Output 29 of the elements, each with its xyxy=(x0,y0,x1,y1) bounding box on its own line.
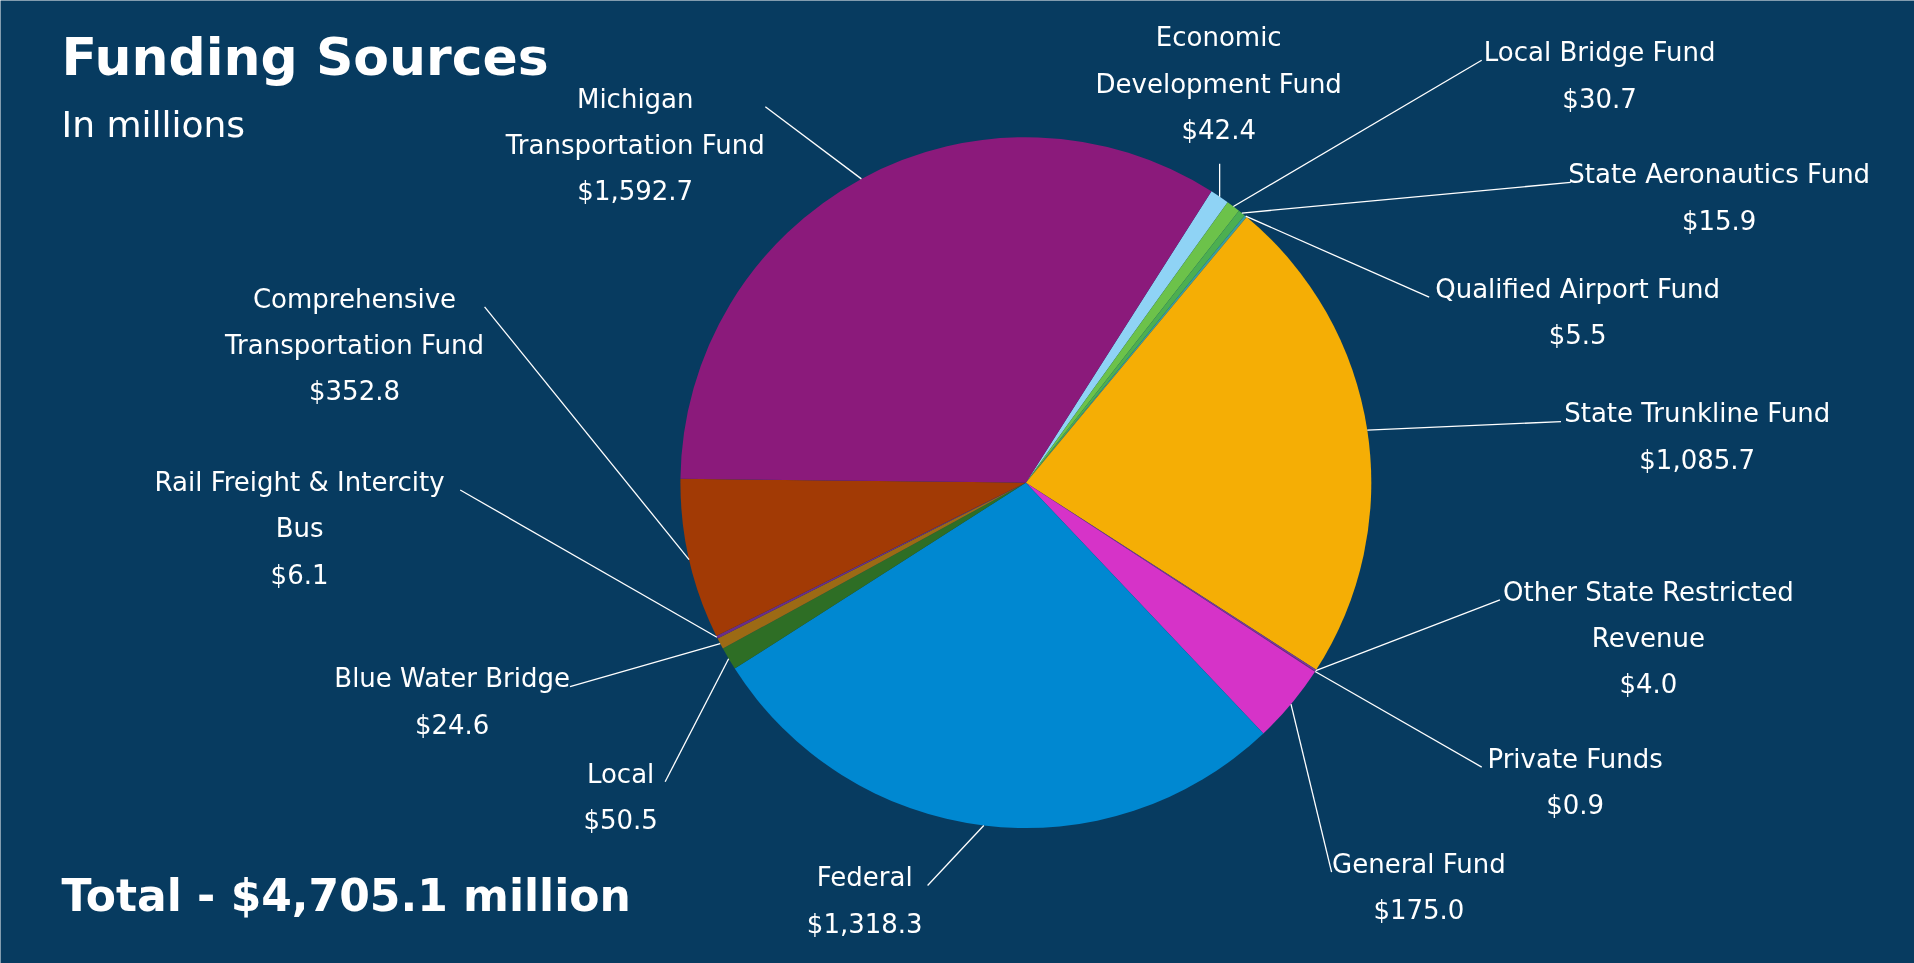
slice-label: Local Bridge Fund xyxy=(1483,37,1716,68)
data-label: $50.5 xyxy=(583,804,658,835)
slice-label: State Aeronautics Fund xyxy=(1568,159,1871,190)
data-label: $1,318.3 xyxy=(806,908,923,939)
data-label: $4.0 xyxy=(1619,669,1678,700)
text: Total - $4,705.1 million xyxy=(61,869,631,921)
slice-label: Comprehensive Transportation Fund xyxy=(223,283,484,361)
data-label: $6.1 xyxy=(270,559,329,590)
slice-label: Qualified Airport Fund xyxy=(1435,273,1720,304)
slice-label: Other State Restricted Revenue xyxy=(1503,576,1794,654)
data-label: $1,592.7 xyxy=(577,176,694,207)
data-label: $15.9 xyxy=(1681,205,1757,236)
slice-label: General Fund xyxy=(1332,848,1506,879)
slice-label: Private Funds xyxy=(1487,743,1663,774)
text: In millions xyxy=(61,104,246,146)
slice-label: State Trunkline Fund xyxy=(1564,398,1831,429)
data-label: $5.5 xyxy=(1548,320,1607,351)
slice-label: Local xyxy=(586,758,655,789)
slice-label: Federal xyxy=(816,862,913,893)
data-label: $24.6 xyxy=(414,709,490,740)
slice-label: Blue Water Bridge xyxy=(334,663,570,694)
slice-label: Economic Development Fund xyxy=(1095,22,1342,99)
data-label: $0.9 xyxy=(1546,790,1605,821)
data-label: $1,085.7 xyxy=(1639,444,1756,475)
data-label: $352.8 xyxy=(309,376,400,407)
slice-label: Rail Freight & Intercity Bus xyxy=(154,466,445,544)
data-label: $42.4 xyxy=(1181,115,1256,146)
data-label: $175.0 xyxy=(1373,895,1465,926)
data-label: $30.7 xyxy=(1562,83,1637,114)
